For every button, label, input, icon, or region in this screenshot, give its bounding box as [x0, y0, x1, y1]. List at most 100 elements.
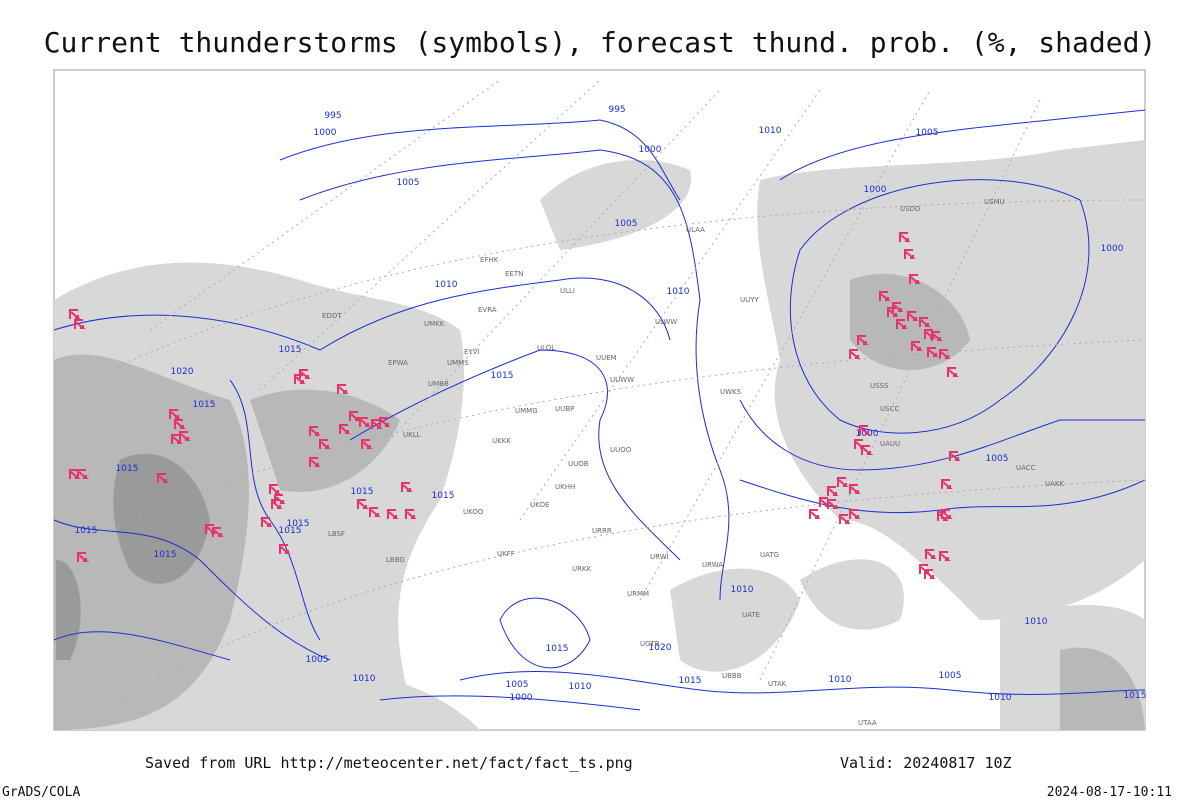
thunderstorm-symbol [907, 311, 919, 321]
thunderstorm-symbol [925, 549, 937, 559]
shading-dark [56, 453, 210, 660]
station-label: UKLL [403, 431, 421, 439]
station-label: ULOL [537, 344, 555, 352]
graticule [53, 79, 1146, 701]
isobar-label: 1005 [916, 128, 939, 138]
isobar-label: 1005 [615, 219, 638, 229]
isobar-label: 1015 [546, 644, 569, 654]
thunderstorm-symbol [839, 514, 851, 524]
station-label: UKOO [463, 508, 484, 516]
station-label: UACC [1016, 464, 1036, 472]
thunderstorm-symbol [849, 509, 861, 519]
thunderstorm-symbol [77, 469, 89, 479]
thunderstorm-symbol [319, 439, 331, 449]
isobar-label: 1010 [1025, 617, 1048, 627]
thunderstorm-symbol [927, 347, 939, 357]
isobar-label: 1015 [432, 491, 455, 501]
isobar-label: 1000 [864, 185, 887, 195]
station-label: UWKS [720, 388, 742, 396]
station-label: UUOO [610, 446, 632, 454]
thunderstorm-symbol [74, 319, 86, 329]
thunderstorm-symbol [269, 484, 281, 494]
thunderstorm-symbol [379, 417, 391, 427]
isobar-label: 1000 [314, 128, 337, 138]
station-label: UMKK [424, 320, 445, 328]
isobar-label: 1010 [435, 280, 458, 290]
thunderstorm-symbol [909, 274, 921, 284]
thunderstorm-symbol [339, 424, 351, 434]
thunderstorm-symbol [357, 499, 369, 509]
thunderstorm-symbol [941, 479, 953, 489]
thunderstorm-symbol [401, 482, 413, 492]
station-label: URMM [627, 590, 649, 598]
isobar-label: 1015 [279, 526, 302, 536]
station-label: EVRA [478, 306, 497, 314]
station-label: UMBB [428, 380, 449, 388]
isobar-label: 1015 [154, 550, 177, 560]
thunderstorm-symbol [271, 499, 283, 509]
thunderstorm-symbol [179, 431, 191, 441]
valid-time: Valid: 20240817 10Z [840, 754, 1012, 772]
title: Current thunderstorms (symbols), forecas… [44, 26, 1157, 59]
station-label: UKKK [492, 437, 511, 445]
isobar-label: 1000 [639, 145, 662, 155]
thunderstorm-symbol [857, 335, 869, 345]
thunderstorm-symbol [309, 457, 321, 467]
station-label: ULLI [560, 287, 575, 295]
isobar-label: 1005 [986, 454, 1009, 464]
station-label: UKHH [555, 483, 575, 491]
thunderstorm-symbols [69, 232, 961, 579]
thunderstorm-symbol [887, 307, 899, 317]
thunderstorm-symbol [349, 411, 361, 421]
thunderstorm-symbol [157, 473, 169, 483]
isobar-label: 1015 [351, 487, 374, 497]
station-label: ULAA [686, 226, 705, 234]
station-label: UAUU [880, 440, 900, 448]
station-label: USSS [870, 382, 889, 390]
thunderstorm-symbol [361, 439, 373, 449]
station-label: UTAK [768, 680, 787, 688]
thunderstorm-symbol [849, 484, 861, 494]
isobar-label: 1010 [667, 287, 690, 297]
isobar-label: 1005 [506, 680, 529, 690]
station-label: UUYY [740, 296, 760, 304]
thunderstorm-symbol [827, 499, 839, 509]
thunderstorm-symbol [947, 367, 959, 377]
isobar-label: 1020 [171, 367, 194, 377]
isobar-label: 1015 [116, 464, 139, 474]
isobar-label: 1010 [759, 126, 782, 136]
thunderstorm-symbol [827, 486, 839, 496]
station-label: UATE [742, 611, 760, 619]
thunderstorm-symbol [924, 569, 936, 579]
station-label: USDD [900, 205, 920, 213]
isobar-label: 1010 [829, 675, 852, 685]
station-label: UUBP [555, 405, 574, 413]
thunderstorm-symbol [939, 349, 951, 359]
thunderstorm-symbol [939, 551, 951, 561]
thunderstorm-symbol [896, 319, 908, 329]
station-label: UUEM [596, 354, 617, 362]
station-label: EYVI [464, 348, 480, 356]
thunderstorm-symbol [169, 409, 181, 419]
station-label: ULWW [655, 318, 677, 326]
station-label: USCC [880, 405, 899, 413]
timestamp: 2024-08-17-10:11 [1047, 785, 1172, 800]
thunderstorm-symbol [899, 232, 911, 242]
isobar-label: 1010 [569, 682, 592, 692]
isobar-label: 995 [608, 105, 625, 115]
thunderstorm-symbol [359, 417, 371, 427]
isobar-label: 1010 [353, 674, 376, 684]
thunderstorm-symbol [261, 517, 273, 527]
thunderstorm-symbol [279, 544, 291, 554]
station-label: EPWA [388, 359, 408, 367]
station-label: LBSF [328, 530, 345, 538]
station-label: UMMG [515, 407, 538, 415]
station-label: EETN [505, 270, 523, 278]
station-label: EDDT [322, 312, 342, 320]
thunderstorm-symbol [837, 477, 849, 487]
station-label: UAKK [1045, 480, 1065, 488]
thunderstorm-symbol [309, 426, 321, 436]
isobar-label: 1005 [397, 178, 420, 188]
station-label: UUWW [610, 376, 634, 384]
